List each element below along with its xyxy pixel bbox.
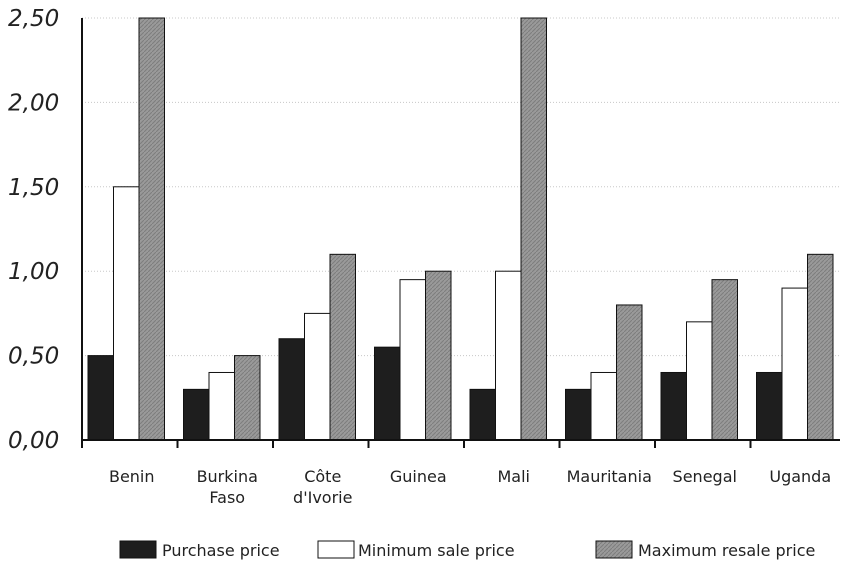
bar-purchase-price (565, 388, 592, 441)
gridlines (82, 17, 840, 357)
y-tick-label: 1,50 (8, 175, 59, 201)
bar-purchase-price (87, 355, 114, 441)
bar-purchase-price (374, 346, 401, 441)
bars (87, 17, 834, 441)
legend-swatch (317, 540, 355, 559)
bar-purchase-price (756, 371, 783, 441)
bar-purchase-price (183, 388, 210, 441)
legend-swatch (119, 540, 157, 559)
legend-swatch (595, 540, 633, 559)
bar-minimum-sale-price (686, 321, 713, 441)
bar-minimum-sale-price (113, 186, 140, 441)
bar-maximum-resale-price (138, 17, 165, 441)
bar-maximum-resale-price (807, 253, 834, 441)
bar-minimum-sale-price (590, 371, 617, 441)
bar-minimum-sale-price (399, 279, 426, 441)
x-category-label: Côte d'Ivorie (293, 467, 352, 507)
bar-maximum-resale-price (711, 279, 738, 441)
y-axis-ticks: 0,00 0,50 1,00 1,50 2,00 2,50 (8, 6, 59, 454)
x-category-label: Guinea (390, 467, 447, 486)
bar-maximum-resale-price (425, 270, 452, 441)
bar-purchase-price (660, 371, 687, 441)
bar-purchase-price (469, 388, 496, 441)
x-axis-labels: Benin Burkina Faso Côte d'Ivorie Guinea Mali Ma… (109, 467, 831, 507)
x-category-label: Senegal (673, 467, 737, 486)
y-tick-label: 0,50 (8, 344, 59, 370)
y-tick-label: 1,00 (8, 259, 59, 285)
x-category-label: Mauritania (567, 467, 652, 486)
bar-maximum-resale-price (234, 355, 261, 441)
x-category-label: Uganda (769, 467, 831, 486)
bar-minimum-sale-price (781, 287, 808, 441)
legend: Purchase price Minimum sale price Maximum … (119, 540, 815, 560)
y-tick-label: 2,00 (8, 90, 59, 116)
bar-maximum-resale-price (329, 253, 356, 441)
x-category-label: Burkina Faso (197, 467, 258, 507)
bar-maximum-resale-price (616, 304, 643, 441)
legend-label: Maximum resale price (638, 541, 815, 560)
legend-label: Minimum sale price (358, 541, 515, 560)
y-tick-label: 2,50 (8, 6, 59, 32)
legend-label: Purchase price (162, 541, 280, 560)
bar-minimum-sale-price (495, 270, 522, 441)
x-category-label: Benin (109, 467, 155, 486)
x-category-label: Mali (498, 467, 531, 486)
axes (81, 18, 840, 448)
bar-minimum-sale-price (304, 312, 331, 441)
bar-minimum-sale-price (208, 371, 235, 441)
y-tick-label: 0,00 (8, 428, 59, 454)
bar-maximum-resale-price (520, 17, 547, 441)
bar-purchase-price (278, 338, 305, 441)
